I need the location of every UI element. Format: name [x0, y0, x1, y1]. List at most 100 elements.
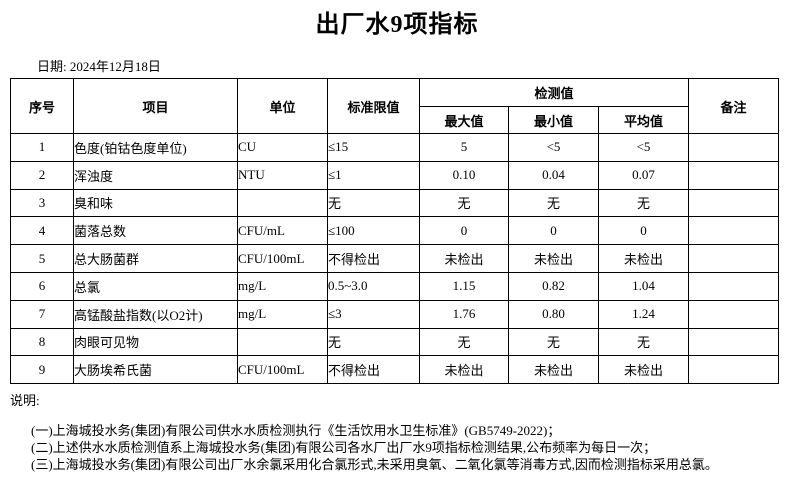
- cell-no: 2: [10, 160, 74, 190]
- cell-no: 9: [10, 355, 74, 385]
- cell-max: 0.10: [419, 160, 509, 190]
- cell-item: 大肠埃希氏菌: [73, 355, 238, 385]
- table-row: 6 总氯 mg/L 0.5~3.0 1.15 0.82 1.04: [10, 271, 780, 301]
- header-remark: 备注: [688, 78, 780, 134]
- header-no: 序号: [10, 78, 74, 134]
- table-row: 3 臭和味 无 无 无 无: [10, 188, 780, 218]
- cell-avg: <5: [597, 133, 690, 162]
- cell-avg: 未检出: [597, 355, 690, 385]
- cell-avg: 无: [597, 188, 690, 218]
- header-max: 最大值: [419, 106, 509, 134]
- cell-max: 无: [419, 327, 509, 357]
- cell-max: 5: [419, 133, 509, 162]
- date-label: 日期:: [37, 59, 67, 74]
- header-avg: 平均值: [597, 106, 690, 134]
- cell-no: 3: [10, 188, 74, 218]
- table-row: 8 肉眼可见物 无 无 无 无: [10, 327, 780, 357]
- table-row: 1 色度(铂钴色度单位) CU ≤15 5 <5 <5: [10, 133, 780, 162]
- cell-avg: 0: [597, 216, 690, 246]
- cell-no: 4: [10, 216, 74, 246]
- cell-remark: [688, 355, 780, 385]
- table-row: 7 高锰酸盐指数(以O2计) mg/L ≤3 1.76 0.80 1.24: [10, 299, 780, 329]
- cell-avg: 1.04: [597, 271, 690, 301]
- header-unit: 单位: [237, 78, 328, 134]
- header-detection: 检测值: [418, 78, 690, 107]
- cell-remark: [688, 133, 780, 162]
- cell-remark: [688, 160, 780, 190]
- notes-label: 说明:: [10, 393, 40, 408]
- cell-item: 总氯: [73, 271, 238, 301]
- cell-min: 未检出: [508, 355, 599, 385]
- cell-item: 肉眼可见物: [73, 327, 238, 357]
- cell-max: 1.15: [419, 271, 509, 301]
- cell-avg: 无: [597, 327, 690, 357]
- cell-remark: [688, 188, 780, 218]
- cell-min: 0: [508, 216, 599, 246]
- table-row: 2 浑浊度 NTU ≤1 0.10 0.04 0.07: [10, 160, 780, 190]
- cell-limit: 无: [327, 188, 420, 218]
- cell-unit: [237, 188, 328, 218]
- cell-avg: 0.07: [597, 160, 690, 190]
- cell-max: 未检出: [419, 355, 509, 385]
- notes-list: (一)上海城投水务(集团)有限公司供水水质检测执行《生活饮用水卫生标准》(GB5…: [31, 422, 718, 473]
- cell-min: 0.04: [508, 160, 599, 190]
- cell-limit: 0.5~3.0: [327, 271, 420, 301]
- note-line: (三)上海城投水务(集团)有限公司出厂水余氯采用化合氯形式,未采用臭氧、二氧化氯…: [31, 457, 718, 472]
- note-line: (一)上海城投水务(集团)有限公司供水水质检测执行《生活饮用水卫生标准》(GB5…: [31, 423, 561, 438]
- cell-no: 8: [10, 327, 74, 357]
- cell-limit: 不得检出: [327, 244, 420, 273]
- cell-remark: [688, 244, 780, 273]
- cell-max: 0: [419, 216, 509, 246]
- report-date: 日期: 2024年12月18日: [37, 56, 161, 75]
- cell-unit: CFU/mL: [237, 216, 328, 246]
- cell-unit: mg/L: [237, 299, 328, 329]
- cell-remark: [688, 271, 780, 301]
- cell-max: 无: [419, 188, 509, 218]
- cell-item: 色度(铂钴色度单位): [73, 133, 238, 162]
- cell-remark: [688, 216, 780, 246]
- table-row: 9 大肠埃希氏菌 CFU/100mL 不得检出 未检出 未检出 未检出: [10, 355, 780, 385]
- cell-no: 6: [10, 271, 74, 301]
- cell-max: 1.76: [419, 299, 509, 329]
- cell-unit: CFU/100mL: [237, 244, 328, 273]
- note-line: (二)上述供水水质检测值系上海城投水务(集团)有限公司各水厂出厂水9项指标检测结…: [31, 440, 657, 455]
- cell-max: 未检出: [419, 244, 509, 273]
- cell-remark: [688, 327, 780, 357]
- cell-limit: ≤3: [327, 299, 420, 329]
- cell-unit: [237, 327, 328, 357]
- cell-unit: mg/L: [237, 271, 328, 301]
- cell-avg: 1.24: [597, 299, 690, 329]
- cell-unit: CFU/100mL: [237, 355, 328, 385]
- header-limit: 标准限值: [327, 78, 420, 134]
- cell-limit: 不得检出: [327, 355, 420, 385]
- cell-min: 未检出: [508, 244, 599, 273]
- date-value: 2024年12月18日: [69, 59, 161, 74]
- table-row: 5 总大肠菌群 CFU/100mL 不得检出 未检出 未检出 未检出: [10, 244, 780, 273]
- cell-item: 高锰酸盐指数(以O2计): [73, 299, 238, 329]
- cell-unit: NTU: [237, 160, 328, 190]
- cell-unit: CU: [237, 133, 328, 162]
- table-row: 4 菌落总数 CFU/mL ≤100 0 0 0: [10, 216, 780, 246]
- cell-min: 无: [508, 188, 599, 218]
- cell-avg: 未检出: [597, 244, 690, 273]
- cell-item: 浑浊度: [73, 160, 238, 190]
- cell-limit: ≤100: [327, 216, 420, 246]
- header-item: 项目: [73, 78, 238, 134]
- page-title: 出厂水9项指标: [315, 12, 479, 38]
- cell-min: 无: [508, 327, 599, 357]
- cell-no: 5: [10, 244, 74, 273]
- cell-no: 7: [10, 299, 74, 329]
- cell-remark: [688, 299, 780, 329]
- cell-min: <5: [508, 133, 599, 162]
- cell-item: 总大肠菌群: [73, 244, 238, 273]
- cell-min: 0.80: [508, 299, 599, 329]
- cell-limit: ≤1: [327, 160, 420, 190]
- cell-min: 0.82: [508, 271, 599, 301]
- header-min: 最小值: [508, 106, 599, 134]
- cell-item: 菌落总数: [73, 216, 238, 246]
- cell-limit: 无: [327, 327, 420, 357]
- cell-no: 1: [10, 133, 74, 162]
- cell-item: 臭和味: [73, 188, 238, 218]
- water-quality-table: 序号 项目 单位 标准限值 检测值 备注 最大值 最小值 平均值 1 色度(铂钴…: [10, 78, 780, 385]
